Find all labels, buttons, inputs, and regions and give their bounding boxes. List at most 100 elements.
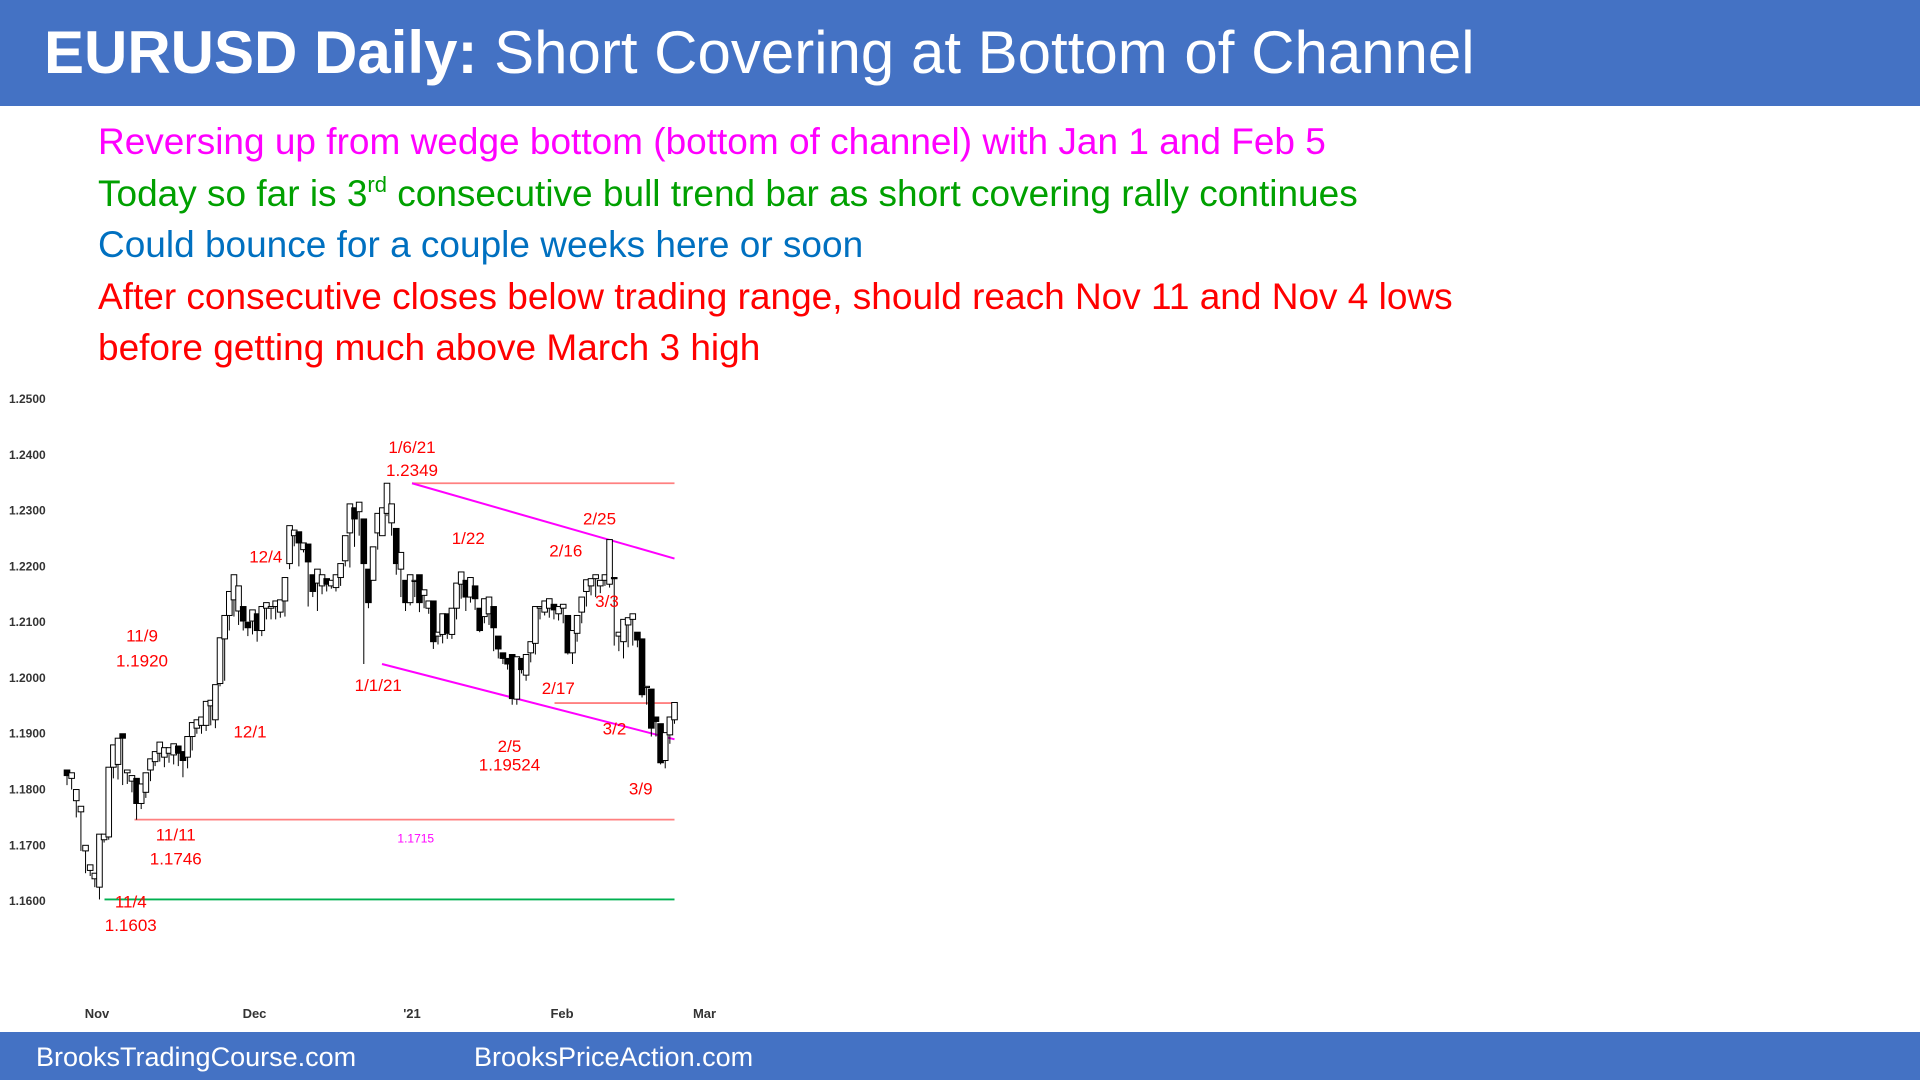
candle-body [652, 716, 660, 722]
y-tick-label: 1.1600 [9, 894, 46, 908]
candle-body [221, 614, 228, 640]
title-symbol: EURUSD Daily: [44, 19, 478, 86]
annotation-label: 2/16 [549, 542, 582, 561]
x-tick-label: Feb [550, 1006, 573, 1020]
annotation-label: 3/2 [603, 720, 627, 739]
candle-body [416, 574, 423, 604]
candle-body [337, 563, 344, 579]
candle-body [263, 602, 270, 609]
candle-body [513, 656, 521, 700]
candle-body [369, 546, 377, 581]
candle-body [295, 531, 303, 544]
candlesticks [63, 482, 678, 900]
candle-body [471, 585, 479, 600]
y-axis: 1.2500 1.2400 1.2300 1.2200 1.2100 1.2000 1.19… [9, 392, 46, 908]
footer-link-course[interactable]: BrooksTradingCourse.com [36, 1042, 357, 1072]
chart-annotations: 1/6/21 1.2349 12/4 11/9 1.1920 12/1 11/11 1.174… [105, 438, 653, 935]
y-tick-label: 1.2500 [9, 392, 46, 406]
footer-link-priceaction[interactable]: BrooksPriceAction.com [474, 1042, 754, 1072]
candle-body [392, 527, 400, 565]
candle-body [559, 603, 567, 609]
candle-body [629, 613, 637, 620]
candle-body [532, 606, 539, 644]
candle-body [123, 769, 131, 774]
candle-body [379, 507, 386, 537]
candle-body [68, 772, 75, 779]
candle-body [72, 789, 80, 802]
annotation-label: 1.1746 [150, 850, 202, 869]
candle-body [355, 501, 363, 513]
candle-body [244, 621, 252, 629]
page-title: EURUSD Daily: Short Covering at Bottom o… [44, 18, 1475, 87]
candle-body [476, 607, 484, 632]
x-tick-label: Mar [693, 1006, 716, 1020]
note-line-1: Reversing up from wedge bottom (bottom o… [98, 121, 1326, 162]
annotation-label: 1/6/21 [388, 438, 435, 457]
note-line-5: before getting much above March 3 high [98, 327, 761, 368]
candle-body [643, 685, 650, 689]
annotation-label: 11/9 [126, 627, 158, 646]
note-line-2-post: consecutive bull trend bar as short cove… [386, 172, 1358, 214]
candle-body [661, 732, 669, 762]
candle-body [267, 606, 275, 609]
candle-body [457, 571, 465, 585]
price-chart: 1.2500 1.2400 1.2300 1.2200 1.2100 1.2000 1.19… [9, 392, 716, 1020]
candle-body [499, 652, 507, 659]
candle-body [184, 736, 191, 758]
candle-body [485, 596, 493, 615]
candle-body [351, 507, 358, 520]
candle-body [555, 606, 562, 615]
y-tick-label: 1.2200 [9, 559, 46, 573]
candle-body [286, 525, 293, 565]
candle-body [258, 606, 266, 632]
channel-lines [381, 482, 675, 741]
candle-body [119, 733, 126, 739]
y-tick-label: 1.1900 [9, 727, 46, 741]
candle-body [226, 590, 233, 616]
candle-body [105, 766, 113, 838]
candle-body [142, 772, 150, 793]
candle-body [490, 606, 497, 629]
candle-body [365, 568, 372, 604]
candle-body [383, 482, 391, 514]
candle-body [406, 574, 414, 604]
y-tick-label: 1.1700 [9, 838, 46, 852]
candle-body [137, 783, 145, 804]
candle-body [174, 745, 182, 754]
candle-body [77, 805, 85, 813]
channel-line [381, 663, 675, 741]
note-line-2: Today so far is 3rd consecutive bull tre… [98, 168, 1453, 220]
annotation-label: 11/11 [156, 826, 196, 845]
annotation-label: 3/3 [595, 592, 619, 611]
candle-body [147, 758, 154, 771]
candle-body [620, 618, 627, 643]
x-axis: Nov Dec '21 Feb Mar [85, 1006, 716, 1020]
candle-body [587, 578, 595, 587]
candle-body [212, 684, 219, 721]
candle-body [527, 641, 535, 654]
candle-body [494, 635, 502, 650]
annotation-label: 1/1/21 [355, 676, 402, 695]
note-line-2-pre: Today so far is 3 [98, 172, 368, 214]
candle-body [235, 585, 242, 612]
candle-body [569, 630, 576, 654]
candle-body [610, 577, 618, 580]
candle-body [304, 543, 312, 563]
candle-body [648, 688, 655, 729]
annotation-label: 1.1920 [116, 652, 168, 671]
candle-body [341, 535, 349, 562]
annotation-label: 1.1603 [105, 916, 157, 935]
horizontal-levels [104, 482, 675, 901]
candle-body [114, 737, 122, 765]
candle-body [151, 751, 159, 763]
footer-bar [0, 1032, 1920, 1080]
candle-body [573, 614, 581, 634]
candle-body [666, 716, 674, 736]
annotation-label: 1/22 [452, 529, 485, 548]
candle-body [86, 864, 94, 871]
y-tick-label: 1.2400 [9, 448, 46, 462]
y-tick-label: 1.2100 [9, 615, 46, 629]
annotation-label: 2/17 [542, 679, 575, 698]
candle-body [188, 722, 196, 738]
note-line-3: Could bounce for a couple weeks here or … [98, 224, 864, 265]
